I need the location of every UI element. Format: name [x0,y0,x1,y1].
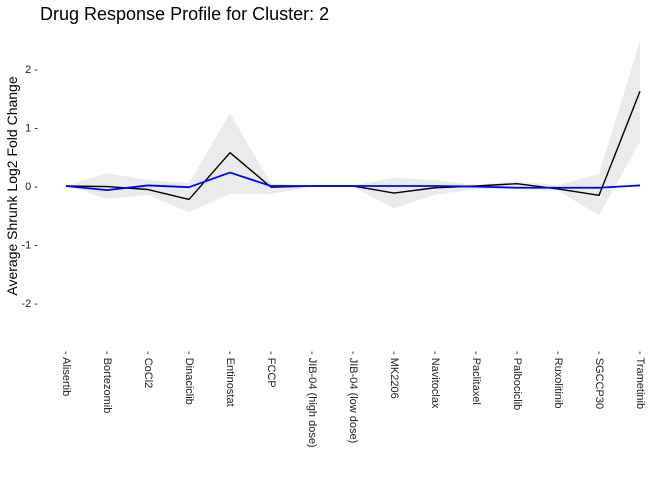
x-tick-label: - JIB-04 (low dose) [347,351,359,443]
x-tick-label: - Bortezomib [101,351,113,413]
chart-title: Drug Response Profile for Cluster: 2 [40,4,329,24]
y-tick-label: 1 - [25,123,38,135]
x-tick-label: - Entinostat [224,351,236,407]
x-tick-label: - Paclitaxel [470,351,482,405]
x-tick-label: - Navitoclax [429,351,441,409]
x-tick-label: - FCCP [265,351,277,388]
x-tick-label: - Trametinib [634,351,646,409]
x-tick-label: - Palbociclib [511,351,523,410]
x-tick-label: - MK2206 [388,351,400,399]
y-tick-label: 2 - [25,64,38,76]
y-tick-label: 0 - [25,181,38,193]
x-tick-label: - Alisertib [60,351,72,396]
x-tick-label: - JIB-04 (high dose) [306,351,318,448]
series-line-2 [65,171,641,191]
x-axis-ticks: - Alisertib - Bortezomib - CoCl2 - Dinacicl… [60,351,646,448]
y-tick-label: -2 - [22,298,39,310]
series-layer [65,91,641,201]
y-tick-label: -1 - [22,239,39,251]
x-tick-label: - Dinaciclib [183,351,195,405]
x-tick-label: - SGCCP30 [593,351,605,409]
y-axis-ticks: -2 - -1 - 0 - 1 - 2 - [22,64,39,310]
x-tick-label: - CoCl2 [142,351,154,388]
confidence-band [66,41,640,216]
y-axis-label: Average Shrunk Log2 Fold Change [4,76,20,295]
x-tick-label: - Ruxolitinib [552,351,564,408]
confidence-band-layer [66,41,640,216]
